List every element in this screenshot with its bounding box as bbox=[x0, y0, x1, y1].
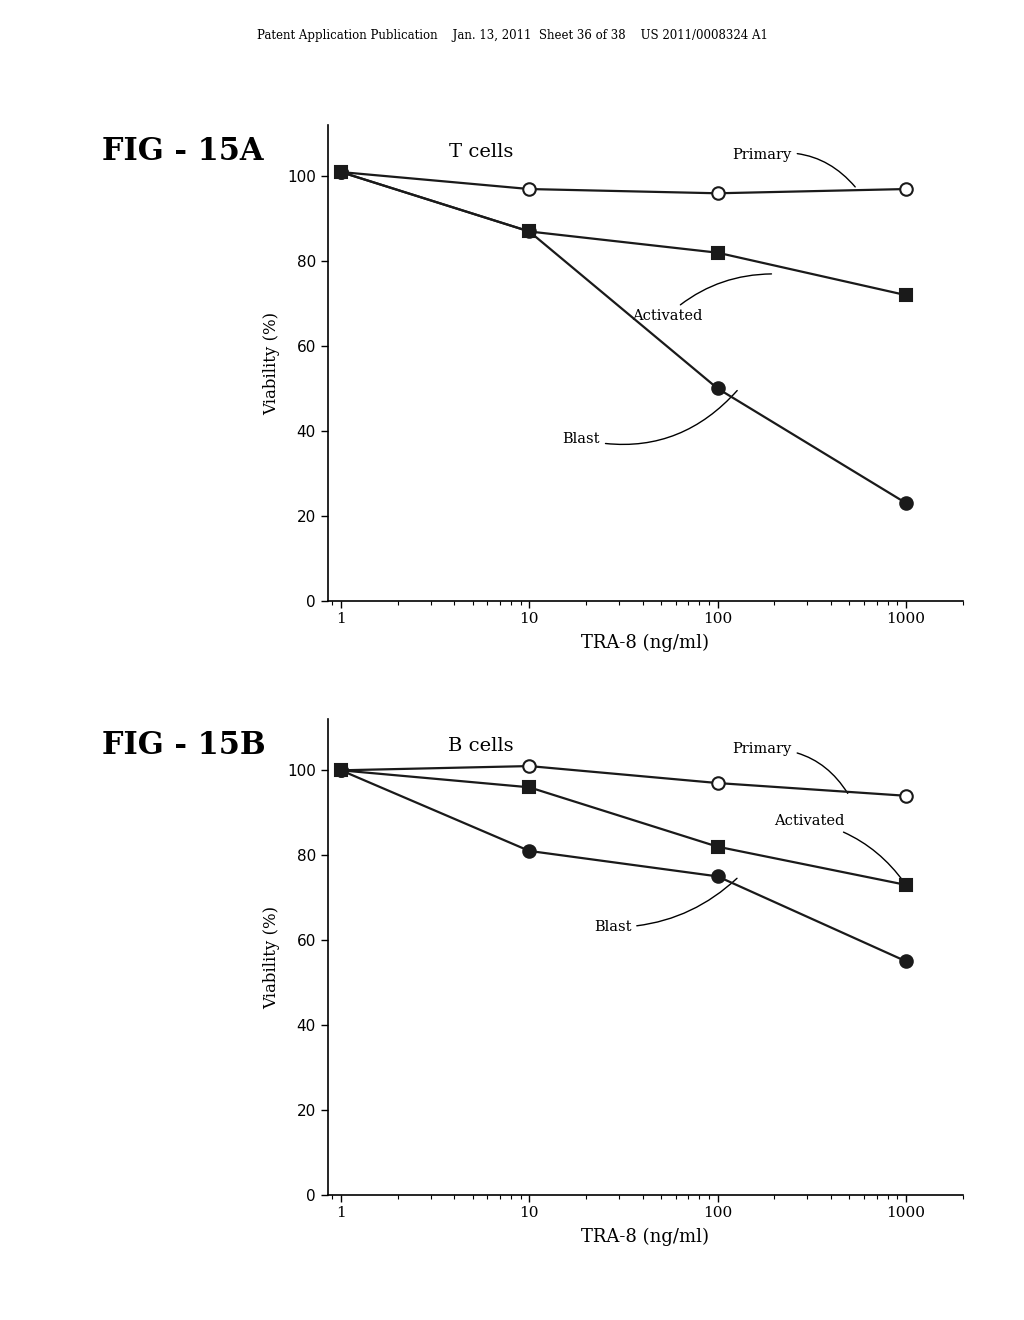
X-axis label: TRA-8 (ng/ml): TRA-8 (ng/ml) bbox=[581, 1228, 709, 1246]
Text: FIG - 15A: FIG - 15A bbox=[102, 136, 264, 168]
Text: T cells: T cells bbox=[450, 143, 513, 161]
Y-axis label: Viability (%): Viability (%) bbox=[263, 906, 280, 1008]
Text: Primary: Primary bbox=[732, 148, 855, 187]
Text: Patent Application Publication    Jan. 13, 2011  Sheet 36 of 38    US 2011/00083: Patent Application Publication Jan. 13, … bbox=[257, 29, 767, 42]
Text: FIG - 15B: FIG - 15B bbox=[102, 730, 266, 762]
Text: B cells: B cells bbox=[449, 737, 514, 755]
Text: Activated: Activated bbox=[632, 275, 771, 323]
Text: Primary: Primary bbox=[732, 742, 848, 793]
Y-axis label: Viability (%): Viability (%) bbox=[263, 312, 280, 414]
X-axis label: TRA-8 (ng/ml): TRA-8 (ng/ml) bbox=[581, 634, 709, 652]
Text: Blast: Blast bbox=[562, 391, 737, 446]
Text: Blast: Blast bbox=[594, 878, 737, 935]
Text: Activated: Activated bbox=[774, 814, 904, 883]
